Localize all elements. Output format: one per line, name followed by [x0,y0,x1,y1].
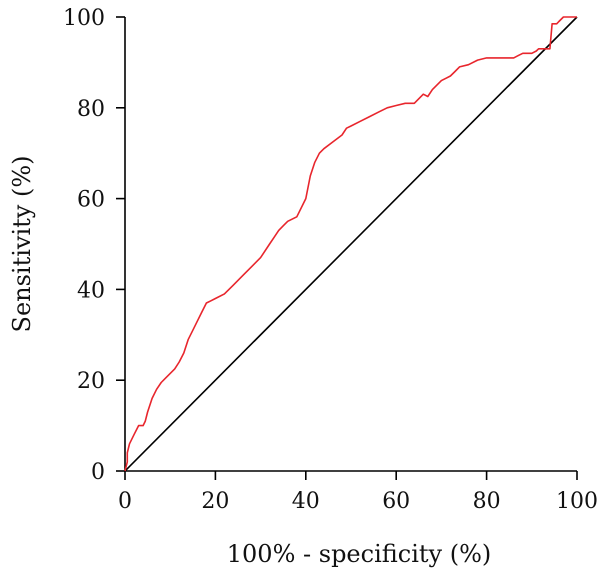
plot-area [124,16,578,472]
y-tick-label: 80 [77,97,105,122]
y-tick-label: 20 [77,369,105,394]
x-tick-label: 60 [382,489,410,514]
x-axis-label: 100% - specificity (%) [227,540,491,568]
ticks: 0 20 40 60 80 100 0 20 40 60 80 100 [63,6,598,514]
roc-curve-line [124,16,577,472]
x-tick-label: 0 [118,489,132,514]
x-tick-label: 20 [201,489,229,514]
reference-diagonal-line [124,16,578,472]
y-tick-label: 60 [77,188,105,213]
y-tick-label: 0 [91,460,105,485]
y-axis-label: Sensitivity (%) [8,155,36,332]
x-tick-label: 40 [292,489,320,514]
x-tick-label: 80 [473,489,501,514]
y-tick-label: 40 [77,278,105,303]
y-tick-label: 100 [63,6,105,31]
axes [124,17,577,472]
x-tick-label: 100 [556,489,598,514]
